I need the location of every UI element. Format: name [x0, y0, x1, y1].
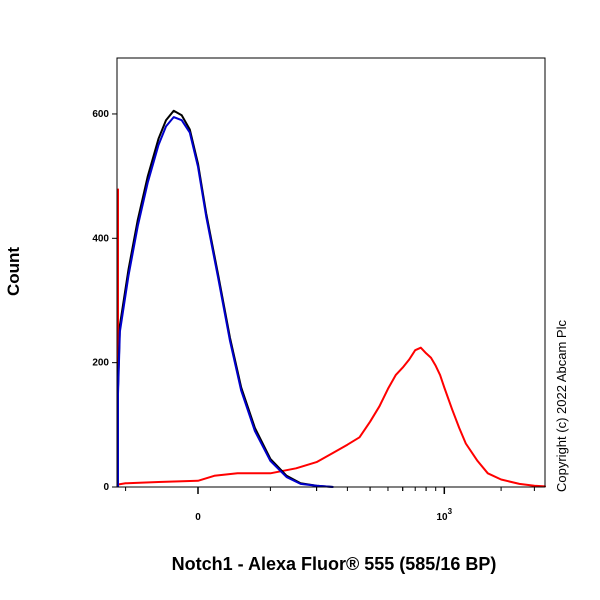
series-group — [117, 109, 546, 488]
y-tick-label: 200 — [92, 358, 109, 369]
x-tick-label: 103 — [437, 507, 453, 523]
y-tick-label: 400 — [92, 233, 109, 244]
y-tick-label: 0 — [103, 482, 109, 493]
copyright-annotation: Copyright (c) 2022 Abcam Plc — [554, 320, 569, 492]
series-line-1 — [117, 109, 334, 488]
series-line-2 — [117, 116, 334, 488]
x-axis-label: Notch1 - Alexa Fluor® 555 (585/16 BP) — [171, 554, 497, 574]
plot-frame — [116, 57, 546, 488]
series-line-0 — [117, 188, 546, 488]
y-tick-label: 600 — [92, 109, 109, 120]
y-axis-label: Count — [4, 246, 23, 296]
x-tick-label: 0 — [195, 512, 201, 523]
